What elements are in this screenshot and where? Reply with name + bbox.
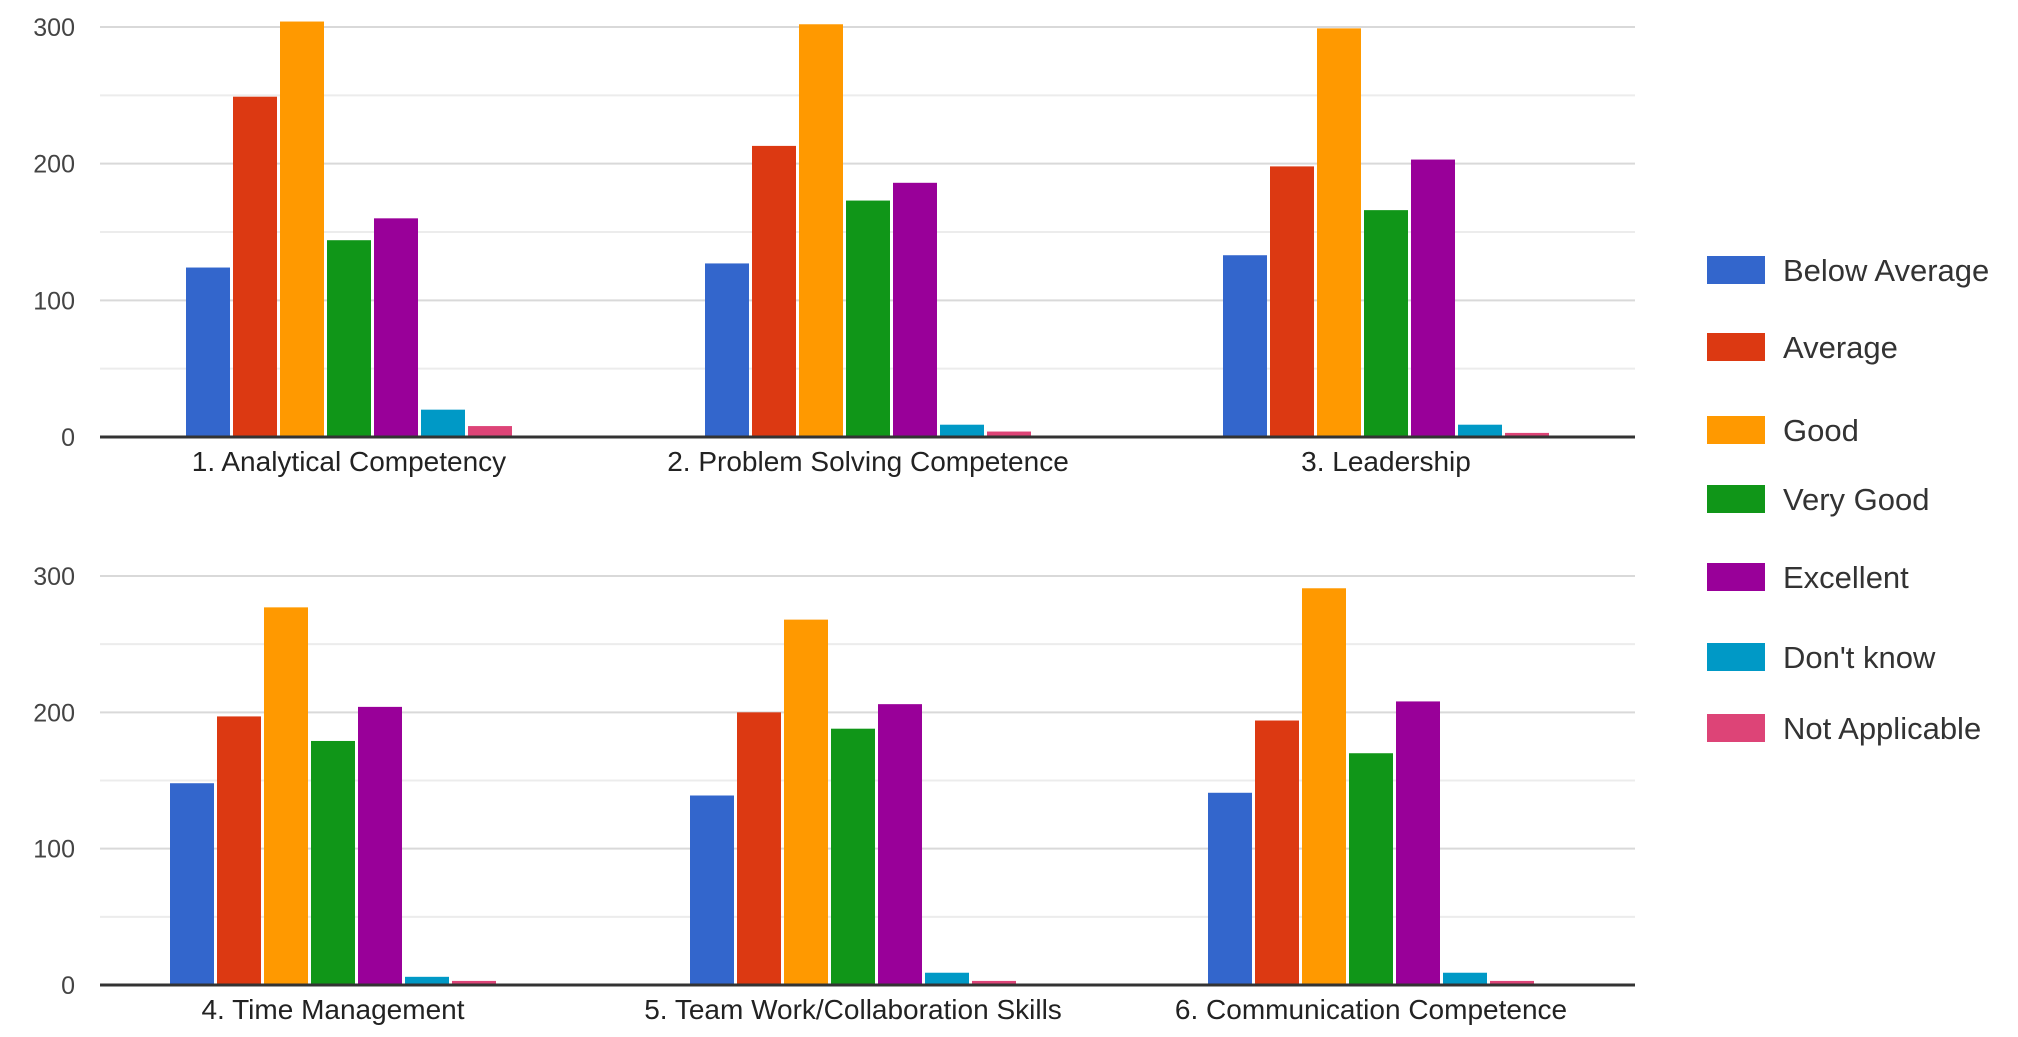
bar-good[interactable]: Good: 277	[264, 607, 308, 985]
bar-don-t-know[interactable]: Don't know: 20	[421, 409, 465, 437]
legend-swatch	[1707, 714, 1765, 742]
y-tick-label: 0	[61, 424, 75, 452]
bar-not-applicable[interactable]: Not Applicable: 3	[1490, 980, 1534, 985]
bar-excellent[interactable]: Excellent: 186	[893, 182, 937, 437]
bar-very-good[interactable]: Very Good: 173	[846, 200, 890, 437]
legend-label[interactable]: Below Average	[1783, 253, 1989, 288]
bar-below-average[interactable]: Below Average: 148	[170, 783, 214, 985]
legend-swatch	[1707, 485, 1765, 513]
bar-not-applicable[interactable]: Not Applicable: 8	[468, 426, 512, 437]
bar-good[interactable]: Good: 304	[280, 21, 324, 438]
bar-average[interactable]: Average: 213	[752, 145, 796, 437]
category-label: 6. Communication Competence	[1175, 994, 1567, 1025]
legend-label[interactable]: Good	[1783, 413, 1859, 448]
bar-average[interactable]: Average: 200	[737, 712, 781, 985]
bar-not-applicable[interactable]: Not Applicable: 4	[987, 431, 1031, 437]
bar-average[interactable]: Average: 197	[217, 716, 261, 985]
bar-good[interactable]: Good: 302	[799, 24, 843, 438]
y-tick-label: 0	[61, 972, 75, 1000]
legend-swatch	[1707, 563, 1765, 591]
bar-excellent[interactable]: Excellent: 208	[1396, 701, 1440, 985]
bar-very-good[interactable]: Very Good: 170	[1349, 753, 1393, 985]
bottom-chart-panel: 0 100 200 300 Below Average: 148Average: 197…	[33, 563, 1635, 1025]
top-chart-panel: 0 100 200 300 Below Average: 124Average: 249…	[33, 14, 1635, 477]
bar-very-good[interactable]: Very Good: 144	[327, 240, 371, 437]
bar-below-average[interactable]: Below Average: 133	[1223, 255, 1267, 437]
legend-swatch	[1707, 256, 1765, 284]
bar-good[interactable]: Good: 291	[1302, 588, 1346, 985]
legend-swatch	[1707, 416, 1765, 444]
bar-don-t-know[interactable]: Don't know: 9	[1458, 424, 1502, 437]
chart-legend[interactable]: Below Average Average Good Very Good Excelle…	[1707, 253, 1989, 746]
legend-label[interactable]: Very Good	[1783, 482, 1929, 517]
legend-label[interactable]: Excellent	[1783, 560, 1909, 595]
category-label: 3. Leadership	[1301, 446, 1471, 477]
bar-don-t-know[interactable]: Don't know: 9	[940, 424, 984, 437]
bar-excellent[interactable]: Excellent: 204	[358, 706, 402, 985]
bar-not-applicable[interactable]: Not Applicable: 3	[1505, 432, 1549, 437]
y-tick-label: 300	[33, 14, 75, 42]
y-tick-label: 200	[33, 151, 75, 179]
bar-average[interactable]: Average: 249	[233, 96, 277, 437]
bar-excellent[interactable]: Excellent: 203	[1411, 159, 1455, 438]
bar-don-t-know[interactable]: Don't know: 9	[925, 972, 969, 985]
bar-average[interactable]: Average: 198	[1270, 166, 1314, 437]
category-label: 4. Time Management	[201, 994, 464, 1025]
bar-don-t-know[interactable]: Don't know: 6	[405, 976, 449, 985]
bar-good[interactable]: Good: 268	[784, 619, 828, 985]
y-tick-label: 200	[33, 699, 75, 727]
category-label: 5. Team Work/Collaboration Skills	[644, 994, 1062, 1025]
bar-very-good[interactable]: Very Good: 188	[831, 728, 875, 985]
bar-good[interactable]: Good: 299	[1317, 28, 1361, 437]
bar-below-average[interactable]: Below Average: 127	[705, 263, 749, 437]
bar-below-average[interactable]: Below Average: 124	[186, 267, 230, 437]
y-tick-label: 100	[33, 836, 75, 864]
bar-excellent[interactable]: Excellent: 206	[878, 704, 922, 985]
y-tick-label: 300	[33, 563, 75, 591]
bar-don-t-know[interactable]: Don't know: 9	[1443, 972, 1487, 985]
bar-below-average[interactable]: Below Average: 139	[690, 795, 734, 985]
y-tick-label: 100	[33, 287, 75, 315]
bar-not-applicable[interactable]: Not Applicable: 3	[452, 980, 496, 985]
legend-label[interactable]: Don't know	[1783, 640, 1936, 675]
legend-swatch	[1707, 643, 1765, 671]
legend-label[interactable]: Not Applicable	[1783, 711, 1981, 746]
bar-below-average[interactable]: Below Average: 141	[1208, 792, 1252, 985]
legend-label[interactable]: Average	[1783, 330, 1898, 365]
bar-very-good[interactable]: Very Good: 166	[1364, 210, 1408, 437]
category-label: 2. Problem Solving Competence	[667, 446, 1069, 477]
bar-average[interactable]: Average: 194	[1255, 720, 1299, 985]
bar-excellent[interactable]: Excellent: 160	[374, 218, 418, 437]
bar-very-good[interactable]: Very Good: 179	[311, 740, 355, 985]
legend-swatch	[1707, 333, 1765, 361]
bar-not-applicable[interactable]: Not Applicable: 3	[972, 980, 1016, 985]
category-label: 1. Analytical Competency	[192, 446, 506, 477]
